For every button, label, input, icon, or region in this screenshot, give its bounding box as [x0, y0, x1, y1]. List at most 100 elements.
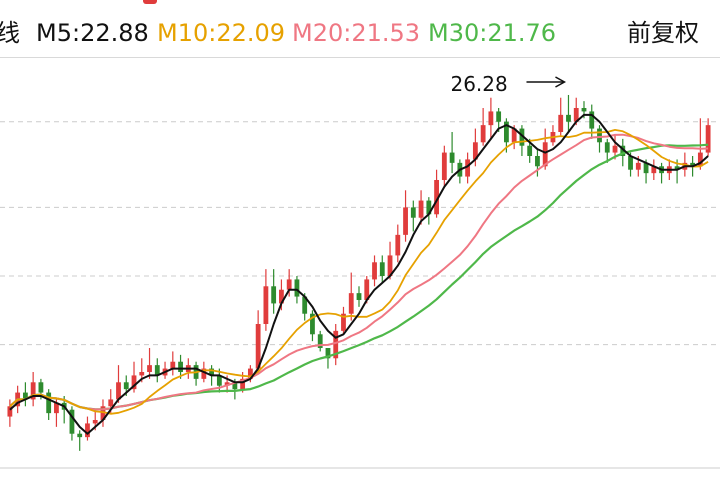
candle — [255, 310, 261, 372]
candle-body — [201, 368, 207, 379]
candles — [7, 94, 711, 451]
candle — [449, 132, 455, 174]
legend-ma10: M10:22.09 — [157, 19, 286, 47]
candle-body — [573, 108, 579, 122]
candle — [597, 125, 602, 153]
ma5-line — [9, 113, 709, 435]
candlestick-plot: 26.28 — [0, 72, 720, 469]
candle — [566, 94, 571, 132]
candle-body — [131, 375, 137, 390]
candle — [418, 190, 424, 225]
candle — [612, 135, 618, 160]
candle-body — [108, 399, 114, 407]
high-price-label: 26.28 — [450, 72, 507, 96]
candle-body — [302, 296, 308, 314]
adjust-mode-button[interactable]: 前复权 — [627, 19, 699, 47]
candle-body — [7, 406, 13, 417]
candle-body — [100, 406, 106, 420]
candle-body — [395, 234, 401, 256]
candle — [170, 351, 176, 376]
candle-body — [30, 382, 36, 400]
ma20-line — [9, 133, 709, 411]
candle — [403, 190, 408, 242]
candle — [589, 104, 595, 139]
candle-body — [372, 262, 377, 280]
candle-body — [705, 125, 711, 153]
candle-body — [604, 142, 610, 153]
candle-body — [364, 279, 370, 300]
candle-body — [697, 152, 703, 167]
candle — [395, 224, 401, 263]
candle-body — [85, 423, 90, 438]
candle — [519, 125, 525, 156]
candle — [333, 324, 339, 366]
candle — [7, 399, 13, 427]
candle-body — [589, 111, 595, 129]
candle-body — [690, 162, 696, 167]
ma10-line — [9, 129, 709, 415]
candle — [178, 354, 183, 379]
candle-body — [232, 382, 238, 390]
candle-body — [77, 433, 83, 438]
candle — [651, 159, 657, 180]
candle — [147, 348, 152, 379]
ma-legend: 线 M5:22.88 M10:22.09 M20:21.53 M30:21.76… — [0, 0, 720, 58]
candle-body — [356, 293, 362, 300]
candle — [480, 108, 486, 146]
candle — [154, 358, 160, 383]
candle — [705, 118, 711, 156]
candle-body — [426, 200, 432, 215]
candle — [22, 382, 28, 407]
candle — [379, 255, 385, 283]
candle — [604, 138, 610, 163]
candle-body — [46, 392, 52, 414]
candle — [387, 241, 393, 280]
candle — [77, 430, 83, 451]
candle-body — [535, 156, 540, 167]
candle-body — [651, 166, 657, 174]
legend-ma20: M20:21.53 — [292, 19, 421, 47]
candle-body — [154, 365, 160, 376]
candle-body — [22, 392, 28, 400]
candle-body — [674, 166, 680, 170]
candle-body — [286, 279, 292, 290]
candle-body — [263, 286, 269, 324]
candle — [542, 128, 548, 170]
candle-body — [410, 207, 416, 218]
candle — [100, 399, 106, 427]
candle-body — [209, 368, 214, 376]
candle — [558, 97, 564, 136]
candle-body — [379, 262, 385, 276]
candle-body — [519, 128, 525, 146]
candle — [441, 145, 447, 187]
candle-body — [527, 145, 533, 156]
candle-body — [488, 111, 494, 126]
candle-body — [581, 108, 587, 112]
candle — [317, 330, 323, 352]
candle — [116, 365, 121, 403]
candle-body — [116, 382, 121, 400]
candle — [465, 152, 471, 184]
candle-body — [255, 324, 261, 369]
legend-ma5: M5:22.88 — [36, 19, 149, 47]
candle — [426, 197, 432, 225]
candle — [69, 406, 75, 441]
candle-body — [333, 330, 339, 359]
candle-body — [387, 255, 393, 276]
candle-body — [147, 365, 152, 372]
candle-body — [54, 402, 59, 414]
active-tab-indicator — [143, 0, 157, 4]
candle-body — [496, 111, 502, 122]
candle-body — [566, 114, 571, 122]
candle-body — [511, 128, 517, 143]
candle — [193, 361, 199, 386]
candle — [659, 162, 664, 184]
candle-body — [38, 382, 44, 393]
candle-body — [325, 348, 331, 359]
candle-body — [271, 286, 277, 304]
candle-body — [542, 142, 548, 167]
ma30-line — [9, 143, 709, 411]
candle-body — [69, 409, 75, 434]
candle-body — [441, 152, 447, 180]
candle-body — [341, 313, 346, 331]
